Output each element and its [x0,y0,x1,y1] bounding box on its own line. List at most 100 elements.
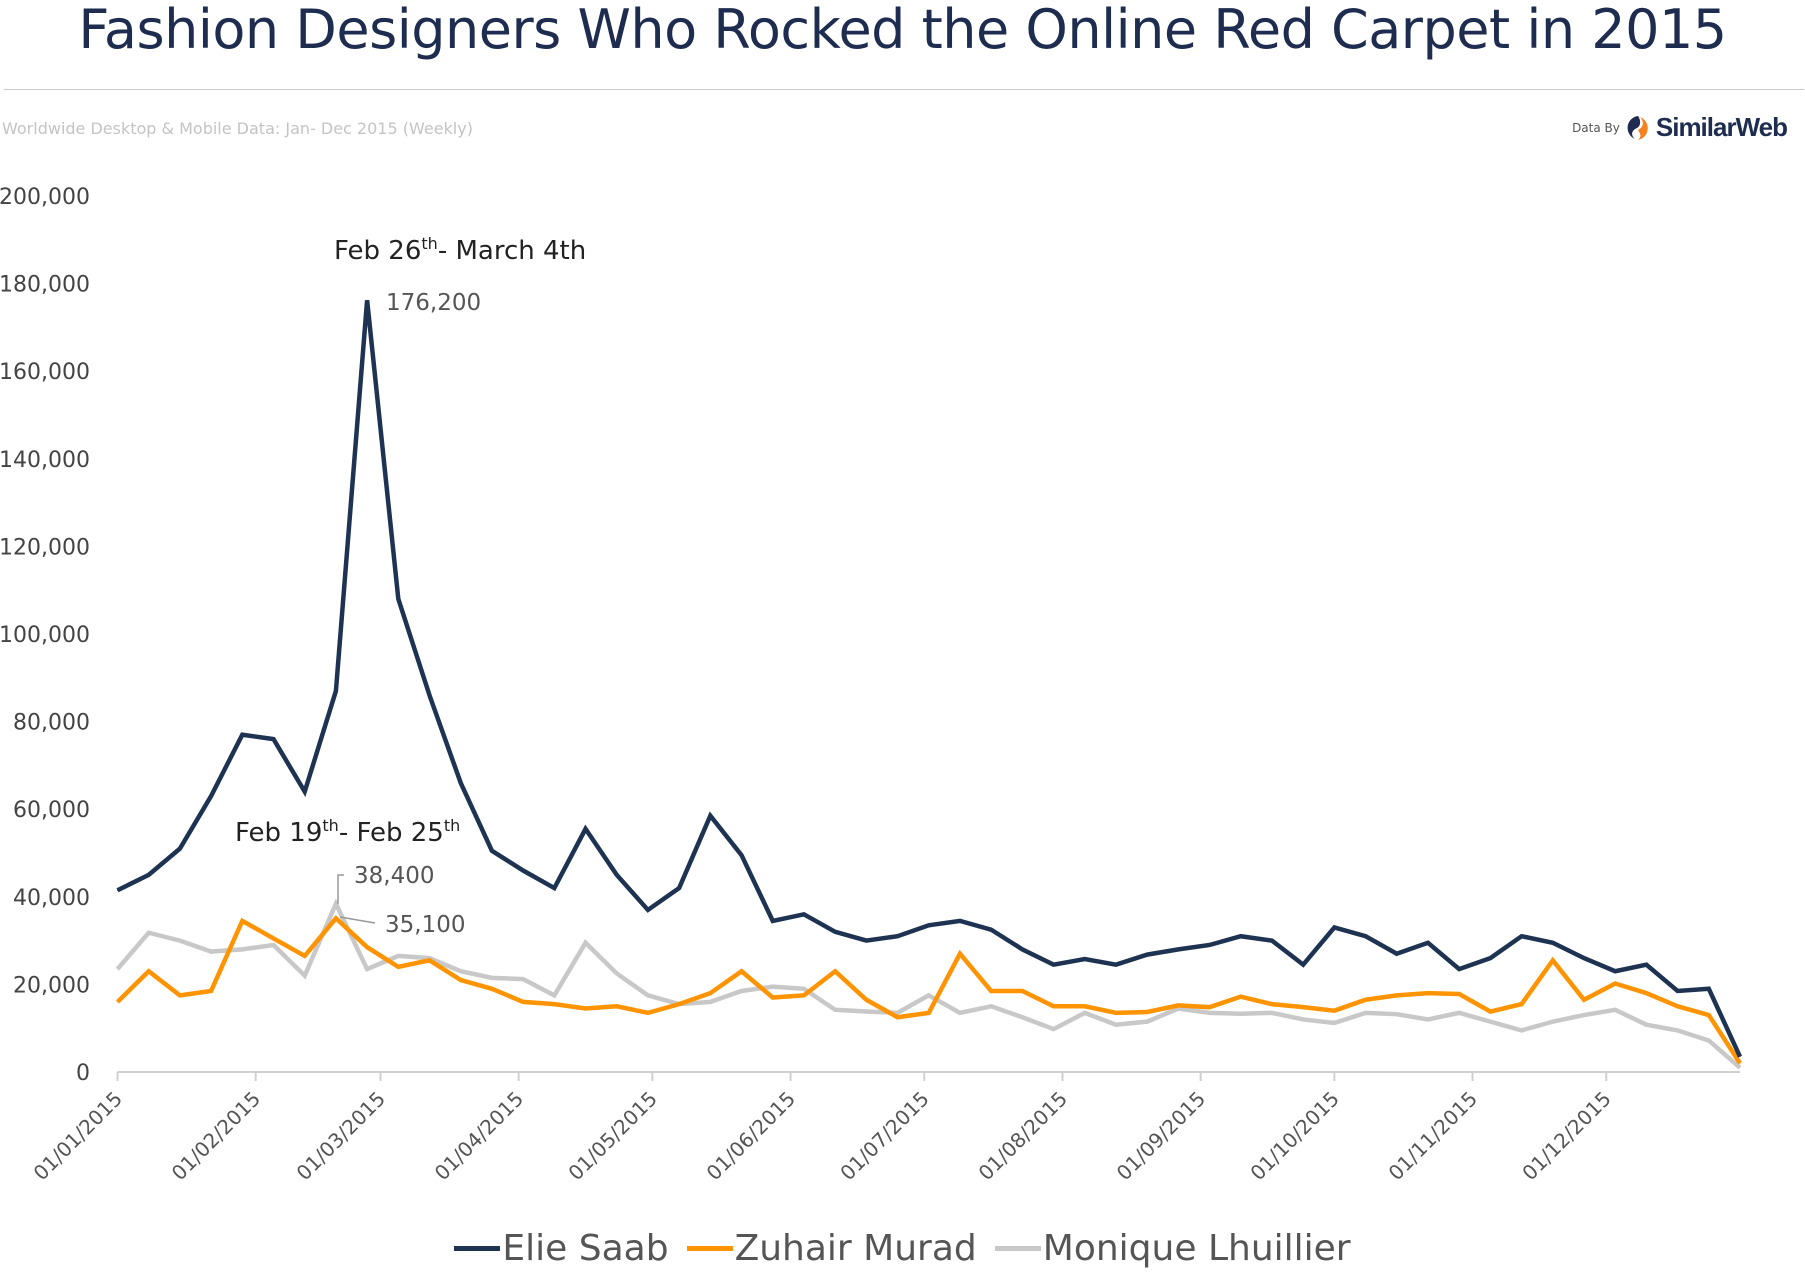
series-line [115,914,1742,1065]
legend-item-elie-saab: Elie Saab [454,1228,669,1269]
y-tick-label: 160,000 [0,360,90,385]
data-point [304,955,306,957]
series-elie-saab [116,299,1743,1058]
data-point [148,932,150,934]
data-point [616,874,618,876]
data-point [1146,1021,1148,1023]
data-point [1521,1003,1523,1005]
data-point [1084,1005,1086,1007]
data-point [210,951,212,953]
data-point [709,1001,711,1003]
data-point [1645,1024,1647,1026]
data-point [647,994,649,996]
data-point [1365,999,1367,1001]
data-point [616,972,618,974]
data-point [803,913,805,915]
data-point [491,850,493,852]
data-point [1021,948,1023,950]
x-tick-label: 01/05/2015 [563,1087,661,1185]
data-point [1021,990,1023,992]
data-point [990,990,992,992]
data-point [772,986,774,988]
data-point [865,999,867,1001]
data-point [1396,953,1398,955]
data-point [1708,1039,1710,1041]
brand-logo: Data By SimilarWeb [1572,112,1788,143]
data-point [1177,1004,1179,1006]
data-point [210,990,212,992]
data-point [1614,1009,1616,1011]
data-point [772,920,774,922]
brand-prefix: Data By [1572,120,1620,135]
data-point [1084,958,1086,960]
data-point [1458,1012,1460,1014]
data-point [1177,1007,1179,1009]
data-point [1583,1014,1585,1016]
series-zuhair-murad [115,914,1742,1065]
data-point [772,997,774,999]
y-axis: 0 20,000 40,000 60,000 80,000 100,000 120,000 1… [0,185,90,1086]
data-point [1489,1021,1491,1023]
data-point [1302,1018,1304,1020]
annotation-value-38400: 38,400 [354,863,434,889]
y-tick-label: 180,000 [0,273,90,298]
similarweb-logo-icon [1627,115,1648,140]
legend-swatch [686,1246,733,1251]
x-tick-label: 01/09/2015 [1112,1087,1210,1185]
data-point [1271,940,1273,942]
data-point [1677,1005,1679,1007]
x-tick-label: 01/02/2015 [167,1087,265,1185]
legend-label: Monique Lhuillier [1042,1228,1351,1269]
data-point [1427,992,1429,994]
title-divider [4,89,1804,90]
data-point [959,920,961,922]
data-point [397,955,399,957]
data-point [741,970,743,972]
data-point [366,946,368,948]
annotation-peak-value: 176,200 [386,290,481,316]
x-tick-label: 01/01/2015 [29,1087,127,1185]
data-point [803,994,805,996]
data-point [1240,935,1242,937]
y-tick-label: 20,000 [13,973,90,998]
data-point [1302,1006,1304,1008]
y-tick-label: 140,000 [0,448,90,473]
data-point [117,968,118,970]
data-point [803,988,805,990]
data-point [959,953,961,955]
data-point [335,917,337,919]
data-point [1053,964,1055,966]
data-point [429,959,431,961]
data-point [709,992,711,994]
data-point [1552,959,1554,961]
data-point [1489,957,1491,959]
data-point [1583,999,1585,1001]
data-point [429,694,431,696]
data-point [585,828,587,830]
annotation-peak-label: Feb 26th- March 4th [334,234,586,266]
annotation-value-35100: 35,100 [385,912,465,938]
data-point [148,970,150,972]
x-axis: 01/01/2015 01/02/2015 01/03/2015 01/04/2015… [29,1071,1740,1185]
data-point [959,1012,961,1014]
data-point [928,924,930,926]
data-point [304,791,306,793]
data-point [1521,935,1523,937]
x-tick-label: 01/12/2015 [1517,1087,1615,1185]
data-point [834,1009,836,1011]
data-point [1489,1011,1491,1013]
data-point [491,988,493,990]
data-point [1146,954,1148,956]
data-point [522,1001,524,1003]
data-point [366,299,368,301]
data-point [335,903,337,905]
y-tick-label: 120,000 [0,535,90,560]
x-tick-label: 01/10/2015 [1245,1087,1343,1185]
annotation-leader-35100 [339,916,376,924]
data-point [179,940,181,942]
brand-name: SimilarWeb [1655,112,1788,142]
data-point [897,1012,899,1014]
data-point [460,979,462,981]
data-point [1396,994,1398,996]
